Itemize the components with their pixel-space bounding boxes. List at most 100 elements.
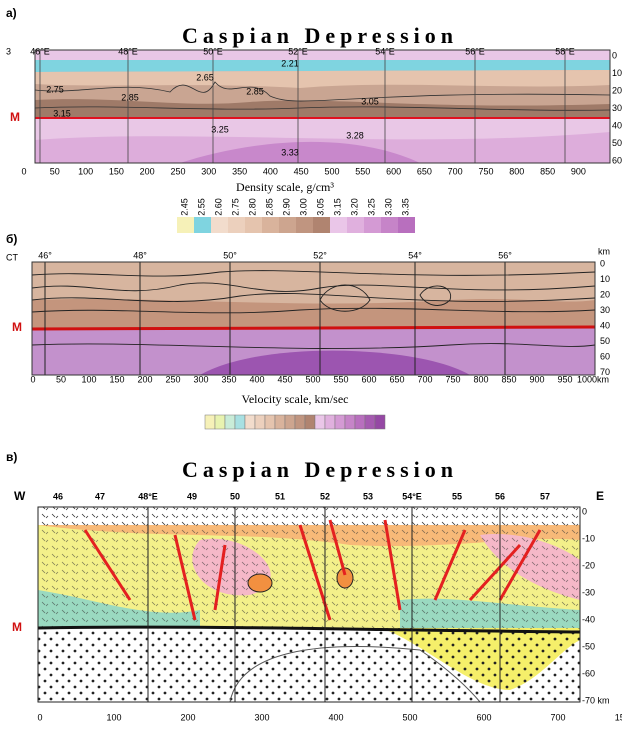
velocity-scale bbox=[205, 415, 385, 429]
distance-label: 900 bbox=[571, 166, 586, 176]
distance-label: 600 bbox=[386, 166, 401, 176]
scale-swatch bbox=[245, 217, 262, 233]
distance-label: 50 bbox=[56, 374, 66, 384]
longitude-label: 52° bbox=[313, 250, 327, 260]
distance-label: 450 bbox=[277, 374, 292, 384]
scale-swatch bbox=[285, 415, 295, 429]
distance-label: 250 bbox=[165, 374, 180, 384]
distance-label: 150 bbox=[109, 374, 124, 384]
scale-label: 3.30 bbox=[383, 198, 393, 216]
scale-swatch bbox=[381, 217, 398, 233]
distance-label: 400 bbox=[263, 166, 278, 176]
scale-label: 2.45 bbox=[179, 198, 189, 216]
scale-swatch bbox=[228, 217, 245, 233]
longitude-label: 47 bbox=[95, 491, 105, 501]
distance-label: 600 bbox=[361, 374, 376, 384]
distance-label: 1000km bbox=[577, 374, 609, 384]
longitude-label: 55 bbox=[452, 491, 462, 501]
distance-label: 600 bbox=[476, 712, 491, 722]
depth-label: 40 bbox=[612, 120, 622, 130]
density-value: 3.25 bbox=[211, 124, 229, 134]
depth-label: 30 bbox=[612, 103, 622, 113]
longitude-label: 48°E bbox=[118, 46, 138, 56]
density-value: 2.85 bbox=[121, 92, 139, 102]
distance-label: 700 bbox=[417, 374, 432, 384]
density-value: 3.05 bbox=[361, 96, 379, 106]
distance-label: 200 bbox=[180, 712, 195, 722]
longitude-label: 54°E bbox=[375, 46, 395, 56]
scale-caption: Density scale, g/cm³ bbox=[236, 180, 334, 194]
axis-label: 3 bbox=[6, 46, 11, 56]
distance-label: 200 bbox=[140, 166, 155, 176]
density-value: 3.15 bbox=[53, 108, 71, 118]
scale-swatch bbox=[398, 217, 415, 233]
longitude-label: 56° bbox=[498, 250, 512, 260]
distance-label: 350 bbox=[221, 374, 236, 384]
west-label: W bbox=[14, 489, 26, 503]
distance-label: 750 bbox=[478, 166, 493, 176]
scale-swatch bbox=[313, 217, 330, 233]
longitude-label: 48° bbox=[133, 250, 147, 260]
depth-label: -50 bbox=[582, 641, 595, 651]
east-label: E bbox=[596, 489, 604, 503]
distance-label: 650 bbox=[389, 374, 404, 384]
distance-label: 250 bbox=[170, 166, 185, 176]
distance-label: 850 bbox=[501, 374, 516, 384]
distance-label: 650 bbox=[417, 166, 432, 176]
depth-label: 20 bbox=[612, 85, 622, 95]
density-value: 3.28 bbox=[346, 130, 364, 140]
moho-label: M bbox=[12, 320, 22, 334]
distance-label: 400 bbox=[249, 374, 264, 384]
longitude-label: 52 bbox=[320, 491, 330, 501]
longitude-label: 46° bbox=[38, 250, 52, 260]
distance-label: 1500 km bbox=[615, 712, 622, 722]
scale-label: 2.60 bbox=[213, 198, 223, 216]
figure: a) Caspian Depression 3 M Density scale,… bbox=[0, 0, 622, 735]
scale-swatch bbox=[365, 415, 375, 429]
distance-label: 100 bbox=[78, 166, 93, 176]
scale-swatch bbox=[275, 415, 285, 429]
depth-label: -20 bbox=[582, 560, 595, 570]
density-value: 2.75 bbox=[46, 84, 64, 94]
scale-label: 2.85 bbox=[264, 198, 274, 216]
longitude-label: 56 bbox=[495, 491, 505, 501]
depth-label: 60 bbox=[612, 155, 622, 165]
depth-label: 0 bbox=[600, 258, 605, 268]
distance-label: 150 bbox=[109, 166, 124, 176]
longitude-label: 51 bbox=[275, 491, 285, 501]
scale-label: 2.80 bbox=[247, 198, 257, 216]
distance-label: 100 bbox=[81, 374, 96, 384]
scale-label: 3.15 bbox=[332, 198, 342, 216]
scale-swatch bbox=[225, 415, 235, 429]
scale-label: 2.90 bbox=[281, 198, 291, 216]
distance-label: 350 bbox=[232, 166, 247, 176]
panel-title: Caspian Depression bbox=[182, 23, 458, 48]
distance-label: 500 bbox=[402, 712, 417, 722]
distance-label: 550 bbox=[333, 374, 348, 384]
scale-swatch bbox=[177, 217, 194, 233]
longitude-label: 46 bbox=[53, 491, 63, 501]
moho-label: M bbox=[10, 110, 20, 124]
longitude-label: 48°E bbox=[138, 491, 158, 501]
panel-label: a) bbox=[6, 6, 17, 20]
longitude-label: 50°E bbox=[203, 46, 223, 56]
longitude-label: 57 bbox=[540, 491, 550, 501]
density-value: 3.33 bbox=[281, 147, 299, 157]
scale-swatch bbox=[330, 217, 347, 233]
depth-label: -60 bbox=[582, 668, 595, 678]
distance-label: 700 bbox=[550, 712, 565, 722]
distance-label: 300 bbox=[254, 712, 269, 722]
distance-label: 0 bbox=[30, 374, 35, 384]
distance-label: 0 bbox=[21, 166, 26, 176]
panel-label: в) bbox=[6, 450, 17, 464]
scale-swatch bbox=[295, 415, 305, 429]
distance-label: 300 bbox=[193, 374, 208, 384]
depth-label: 40 bbox=[600, 320, 610, 330]
scale-swatch bbox=[262, 217, 279, 233]
scale-swatch bbox=[255, 415, 265, 429]
scale-swatch bbox=[296, 217, 313, 233]
scale-swatch bbox=[345, 415, 355, 429]
scale-swatch bbox=[325, 415, 335, 429]
scale-swatch bbox=[375, 415, 385, 429]
distance-label: 400 bbox=[328, 712, 343, 722]
